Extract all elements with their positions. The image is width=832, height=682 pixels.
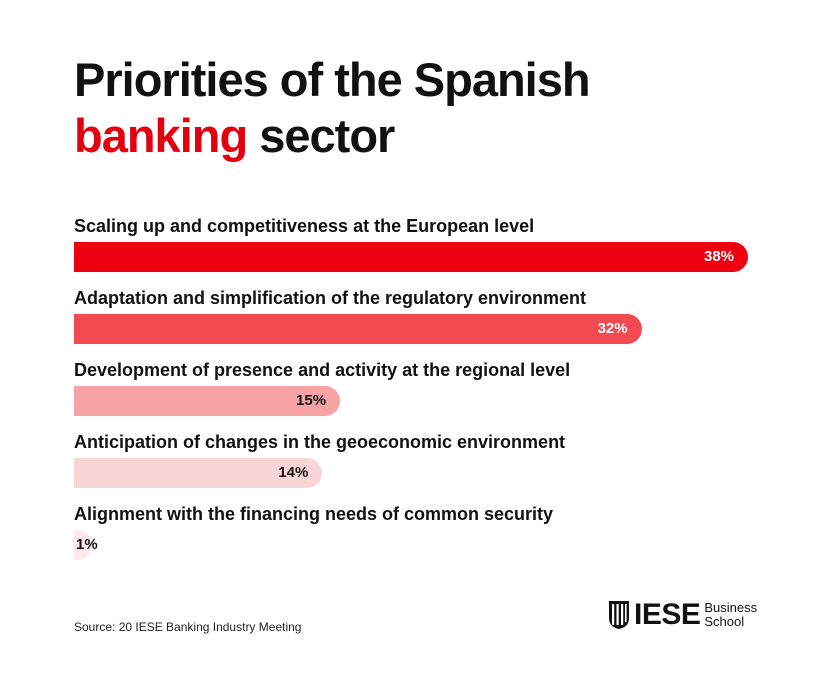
logo-sub-1: Business <box>704 600 758 615</box>
value-label: 1% <box>76 536 98 553</box>
iese-logo: IESE Business School <box>608 600 757 630</box>
logo-subtitle: Business School <box>704 601 757 629</box>
category-label: Scaling up and competitiveness at the Eu… <box>74 216 535 236</box>
iese-seal-icon <box>609 601 629 629</box>
bar <box>74 314 642 344</box>
bar <box>74 530 92 560</box>
bar <box>74 458 323 488</box>
category-label: Adaptation and simplification of the reg… <box>74 288 587 308</box>
logo-wordmark: IESE <box>634 598 701 631</box>
value-label: 14% <box>278 464 309 481</box>
title-line-1: Priorities of the Spanish <box>74 53 591 106</box>
logo-sub-2: School <box>704 614 745 629</box>
value-label: 38% <box>704 248 735 265</box>
bar <box>74 242 748 272</box>
source-note: Source: 20 IESE Banking Industry Meeting <box>74 620 302 634</box>
category-label: Development of presence and activity at … <box>74 360 571 380</box>
category-label: Anticipation of changes in the geoeconom… <box>74 432 566 452</box>
value-label: 15% <box>296 392 327 409</box>
bar <box>74 386 341 416</box>
chart-title: Priorities of the Spanish banking sector <box>74 52 591 164</box>
title-rest: sector <box>259 109 395 162</box>
category-label: Alignment with the financing needs of co… <box>74 504 554 524</box>
title-accent-word: banking <box>74 109 248 162</box>
value-label: 32% <box>597 320 628 337</box>
